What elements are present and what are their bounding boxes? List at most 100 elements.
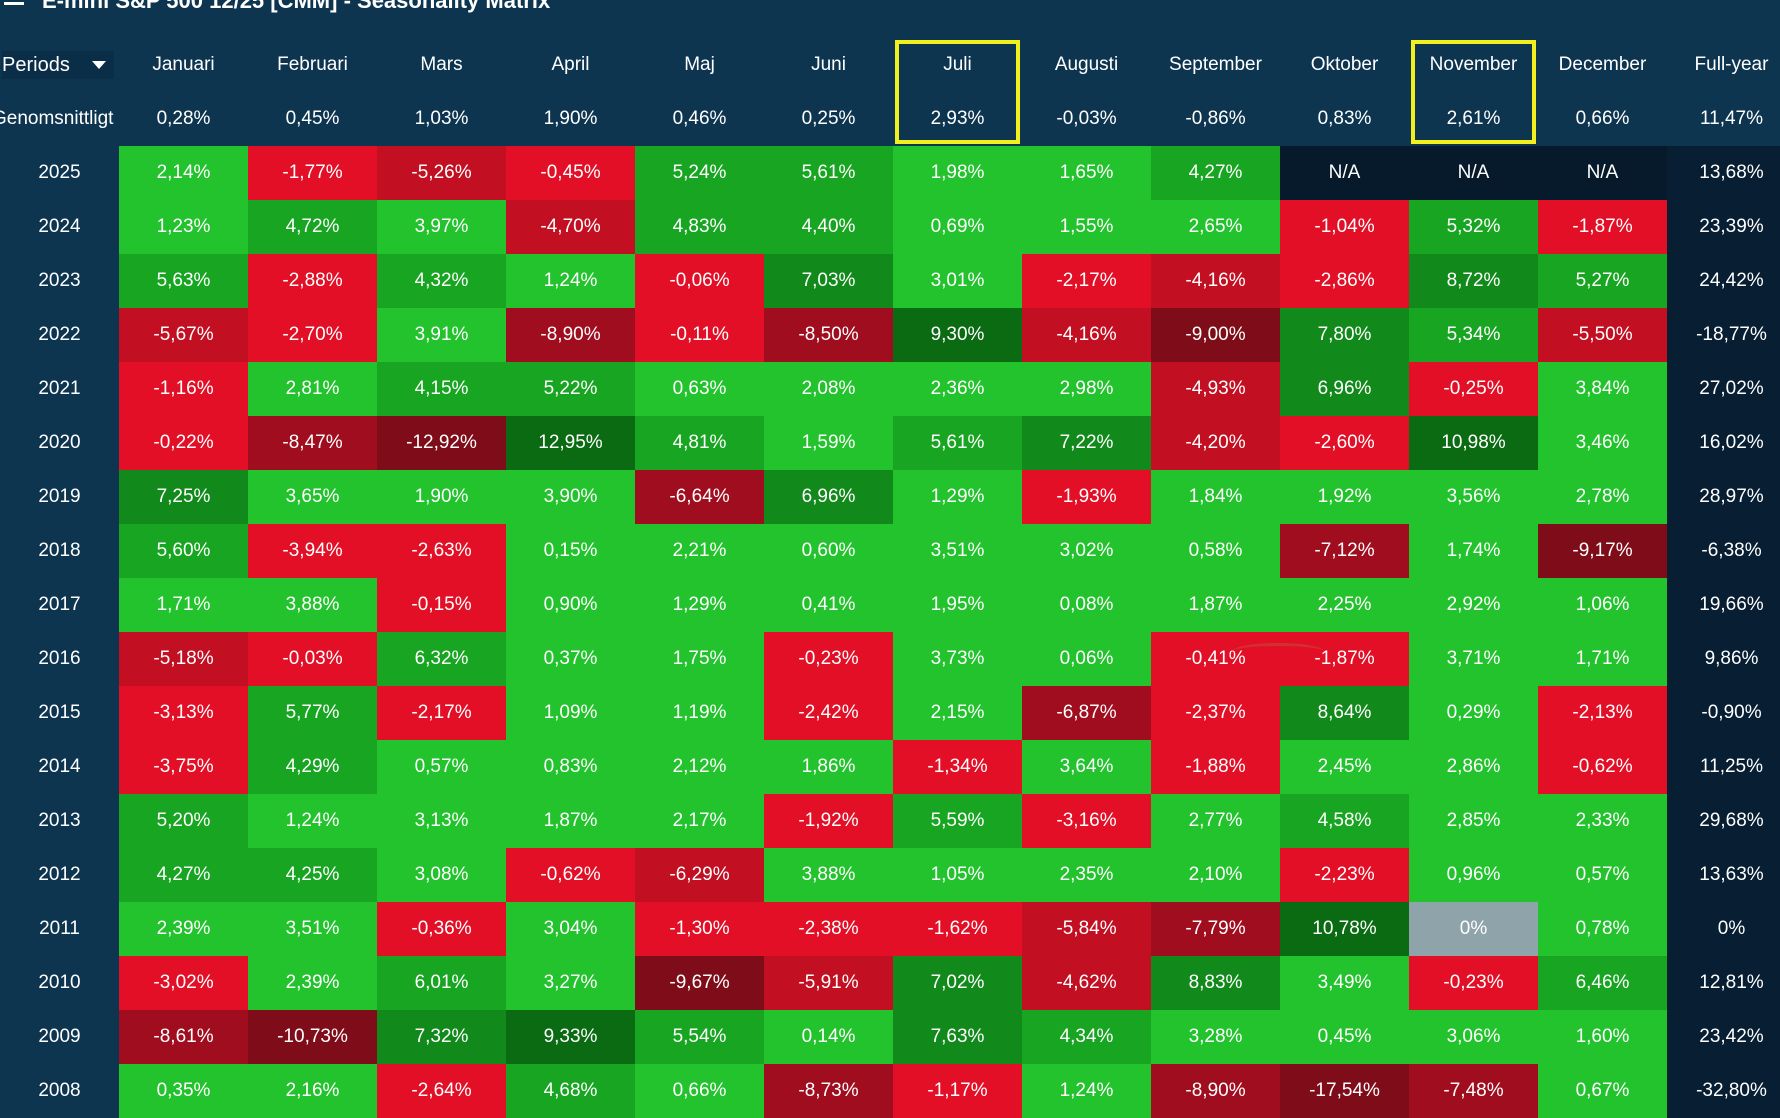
- year-label: 2010: [0, 956, 119, 1010]
- return-cell: 1,19%: [635, 686, 764, 740]
- return-cell: -2,13%: [1538, 686, 1667, 740]
- column-header[interactable]: Oktober: [1280, 38, 1409, 92]
- return-cell: 3,27%: [506, 956, 635, 1010]
- return-cell: 2,21%: [635, 524, 764, 578]
- return-cell: -4,93%: [1151, 362, 1280, 416]
- return-cell: 3,56%: [1409, 470, 1538, 524]
- return-cell: -8,90%: [1151, 1064, 1280, 1118]
- return-cell: 5,20%: [119, 794, 248, 848]
- return-cell: -0,62%: [506, 848, 635, 902]
- return-cell: 0,15%: [506, 524, 635, 578]
- column-header[interactable]: Mars: [377, 38, 506, 92]
- return-cell: 4,27%: [1151, 146, 1280, 200]
- return-cell: 5,32%: [1409, 200, 1538, 254]
- return-cell: 4,58%: [1280, 794, 1409, 848]
- return-cell: 0,69%: [893, 200, 1022, 254]
- return-cell: 0,57%: [1538, 848, 1667, 902]
- average-cell: -0,86%: [1151, 92, 1280, 146]
- year-label: 2016: [0, 632, 119, 686]
- full-year-cell: 27,02%: [1667, 362, 1780, 416]
- return-cell: 5,22%: [506, 362, 635, 416]
- return-cell: -9,17%: [1538, 524, 1667, 578]
- year-label: 2024: [0, 200, 119, 254]
- return-cell: 0,41%: [764, 578, 893, 632]
- average-cell: 1,90%: [506, 92, 635, 146]
- return-cell: 2,33%: [1538, 794, 1667, 848]
- return-cell: 2,86%: [1409, 740, 1538, 794]
- return-cell: 1,06%: [1538, 578, 1667, 632]
- return-cell: 6,96%: [1280, 362, 1409, 416]
- return-cell: -3,02%: [119, 956, 248, 1010]
- return-cell: 3,64%: [1022, 740, 1151, 794]
- return-cell: 4,72%: [248, 200, 377, 254]
- return-cell: 0,06%: [1022, 632, 1151, 686]
- return-cell: 3,90%: [506, 470, 635, 524]
- return-cell: -2,38%: [764, 902, 893, 956]
- year-label: 2021: [0, 362, 119, 416]
- column-header[interactable]: Juli: [893, 38, 1022, 92]
- return-cell: 7,02%: [893, 956, 1022, 1010]
- return-cell: 1,09%: [506, 686, 635, 740]
- return-cell: 10,98%: [1409, 416, 1538, 470]
- column-header[interactable]: December: [1538, 38, 1667, 92]
- return-cell: 3,13%: [377, 794, 506, 848]
- return-cell: -5,18%: [119, 632, 248, 686]
- return-cell: 4,34%: [1022, 1010, 1151, 1064]
- full-year-cell: 24,42%: [1667, 254, 1780, 308]
- column-header[interactable]: Juni: [764, 38, 893, 92]
- return-cell: 3,65%: [248, 470, 377, 524]
- return-cell: -6,29%: [635, 848, 764, 902]
- return-cell: 0,14%: [764, 1010, 893, 1064]
- return-cell: 3,46%: [1538, 416, 1667, 470]
- return-cell: 5,27%: [1538, 254, 1667, 308]
- hamburger-menu-icon[interactable]: [4, 0, 24, 12]
- full-year-cell: 19,66%: [1667, 578, 1780, 632]
- return-cell: 1,29%: [893, 470, 1022, 524]
- return-cell: -0,03%: [248, 632, 377, 686]
- return-cell: 0,37%: [506, 632, 635, 686]
- column-header[interactable]: Maj: [635, 38, 764, 92]
- return-cell: 0,83%: [506, 740, 635, 794]
- return-cell: 3,02%: [1022, 524, 1151, 578]
- full-year-cell: 0%: [1667, 902, 1780, 956]
- return-cell: 5,77%: [248, 686, 377, 740]
- column-header[interactable]: April: [506, 38, 635, 92]
- return-cell: 0,58%: [1151, 524, 1280, 578]
- year-label: 2017: [0, 578, 119, 632]
- column-header[interactable]: Augusti: [1022, 38, 1151, 92]
- return-cell: 1,75%: [635, 632, 764, 686]
- periods-dropdown[interactable]: Periods: [2, 51, 114, 79]
- average-cell: 0,28%: [119, 92, 248, 146]
- return-cell: 1,98%: [893, 146, 1022, 200]
- return-cell: 1,74%: [1409, 524, 1538, 578]
- return-cell: 2,81%: [248, 362, 377, 416]
- return-cell: -2,60%: [1280, 416, 1409, 470]
- return-cell: 1,90%: [377, 470, 506, 524]
- full-year-cell: -0,90%: [1667, 686, 1780, 740]
- return-cell: 1,95%: [893, 578, 1022, 632]
- column-header[interactable]: September: [1151, 38, 1280, 92]
- full-year-cell: 13,63%: [1667, 848, 1780, 902]
- return-cell: -3,16%: [1022, 794, 1151, 848]
- return-cell: 1,65%: [1022, 146, 1151, 200]
- return-cell: -0,11%: [635, 308, 764, 362]
- full-year-cell: 16,02%: [1667, 416, 1780, 470]
- year-label: 2015: [0, 686, 119, 740]
- return-cell: -1,92%: [764, 794, 893, 848]
- column-header[interactable]: Januari: [119, 38, 248, 92]
- return-cell: 3,49%: [1280, 956, 1409, 1010]
- return-cell: -6,64%: [635, 470, 764, 524]
- column-header[interactable]: Full-year: [1667, 38, 1780, 92]
- column-header[interactable]: November: [1409, 38, 1538, 92]
- column-header[interactable]: Februari: [248, 38, 377, 92]
- return-cell: 1,71%: [119, 578, 248, 632]
- return-cell: 8,64%: [1280, 686, 1409, 740]
- return-cell: 1,87%: [506, 794, 635, 848]
- return-cell: 4,83%: [635, 200, 764, 254]
- year-label: 2012: [0, 848, 119, 902]
- return-cell: 0%: [1409, 902, 1538, 956]
- return-cell: 2,17%: [635, 794, 764, 848]
- year-label: 2008: [0, 1064, 119, 1118]
- return-cell: 8,72%: [1409, 254, 1538, 308]
- return-cell: 0,90%: [506, 578, 635, 632]
